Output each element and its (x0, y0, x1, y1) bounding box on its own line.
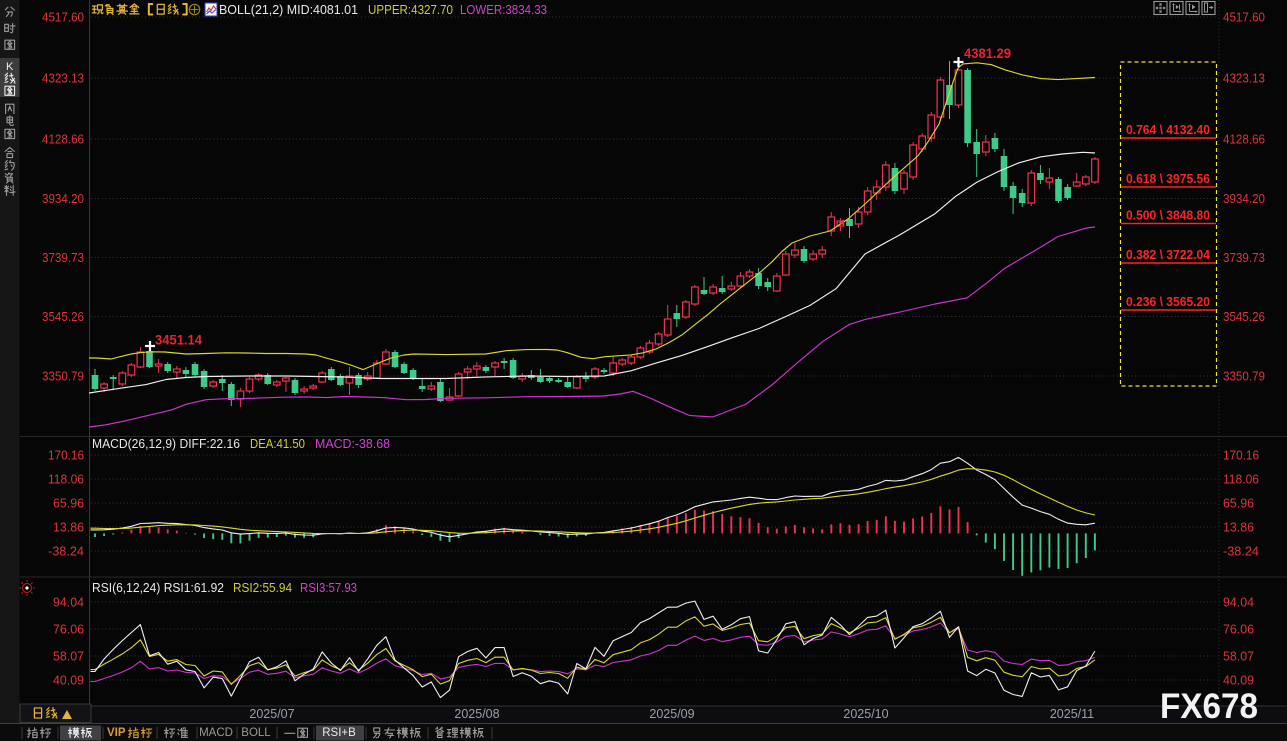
svg-text:3545.26: 3545.26 (1223, 310, 1265, 324)
svg-text:118.06: 118.06 (1223, 473, 1259, 487)
svg-text:94.04: 94.04 (1223, 596, 1254, 610)
svg-text:4128.66: 4128.66 (42, 133, 84, 147)
svg-text:170.16: 170.16 (1223, 449, 1259, 463)
svg-text:2025/09: 2025/09 (649, 707, 694, 721)
svg-text:FX678: FX678 (1160, 687, 1258, 726)
svg-text:118.06: 118.06 (48, 473, 84, 487)
svg-text:RSI2:55.94: RSI2:55.94 (233, 580, 292, 595)
svg-text:VIP: VIP (107, 727, 126, 739)
svg-text:0.500 \ 3848.80: 0.500 \ 3848.80 (1126, 209, 1210, 223)
svg-text:0.618 \ 3975.56: 0.618 \ 3975.56 (1126, 172, 1210, 186)
svg-text:94.04: 94.04 (53, 596, 84, 610)
svg-text:65.96: 65.96 (53, 497, 84, 511)
svg-text:3350.79: 3350.79 (42, 370, 84, 384)
svg-text:2025/10: 2025/10 (843, 707, 888, 721)
svg-text:40.09: 40.09 (53, 674, 84, 688)
svg-text:2025/11: 2025/11 (1050, 707, 1094, 721)
svg-text:3934.20: 3934.20 (42, 192, 84, 206)
svg-text:-38.24: -38.24 (1223, 545, 1259, 559)
svg-text:2025/07: 2025/07 (249, 707, 294, 721)
svg-text:MACD(26,12,9) DIFF:22.16: MACD(26,12,9) DIFF:22.16 (92, 436, 240, 451)
svg-text:4128.66: 4128.66 (1223, 133, 1265, 147)
svg-text:76.06: 76.06 (1223, 623, 1254, 637)
svg-text:3350.79: 3350.79 (1223, 370, 1265, 384)
svg-text:3739.73: 3739.73 (1223, 251, 1265, 265)
svg-text:MACD:-38.68: MACD:-38.68 (315, 436, 390, 451)
svg-text:-38.24: -38.24 (48, 545, 84, 559)
svg-text:40.09: 40.09 (1223, 674, 1254, 688)
svg-text:4517.60: 4517.60 (42, 11, 84, 25)
svg-text:0.382 \ 3722.04: 0.382 \ 3722.04 (1126, 248, 1210, 262)
svg-text:4323.13: 4323.13 (1223, 72, 1265, 86)
svg-text:UPPER:4327.70: UPPER:4327.70 (368, 2, 453, 17)
svg-text:76.06: 76.06 (53, 623, 84, 637)
svg-text:0.764 \ 4132.40: 0.764 \ 4132.40 (1126, 123, 1210, 137)
svg-text:BOLL(21,2) MID:4081.01: BOLL(21,2) MID:4081.01 (219, 2, 358, 17)
svg-text:3451.14: 3451.14 (155, 333, 202, 348)
svg-text:RSI+B: RSI+B (322, 727, 356, 739)
svg-text:4323.13: 4323.13 (42, 72, 84, 86)
svg-text:2025/08: 2025/08 (454, 707, 499, 721)
svg-text:DEA:41.50: DEA:41.50 (250, 436, 305, 451)
svg-text:4381.29: 4381.29 (964, 46, 1011, 61)
svg-text:K: K (6, 61, 14, 73)
svg-text:4517.60: 4517.60 (1223, 11, 1265, 25)
svg-text:3739.73: 3739.73 (42, 251, 84, 265)
svg-text:RSI3:57.93: RSI3:57.93 (300, 580, 357, 595)
svg-text:58.07: 58.07 (53, 650, 84, 664)
svg-text:3545.26: 3545.26 (42, 310, 84, 324)
svg-text:3934.20: 3934.20 (1223, 192, 1265, 206)
svg-text:170.16: 170.16 (48, 449, 84, 463)
svg-text:13.86: 13.86 (53, 521, 84, 535)
svg-text:65.96: 65.96 (1223, 497, 1254, 511)
svg-text:MACD: MACD (199, 727, 233, 739)
svg-text:0.236 \ 3565.20: 0.236 \ 3565.20 (1126, 295, 1210, 309)
svg-text:LOWER:3834.33: LOWER:3834.33 (460, 2, 547, 17)
svg-text:RSI(6,12,24) RSI1:61.92: RSI(6,12,24) RSI1:61.92 (92, 580, 224, 595)
svg-text:58.07: 58.07 (1223, 650, 1254, 664)
svg-text:BOLL: BOLL (241, 727, 271, 739)
svg-text:13.86: 13.86 (1223, 521, 1254, 535)
